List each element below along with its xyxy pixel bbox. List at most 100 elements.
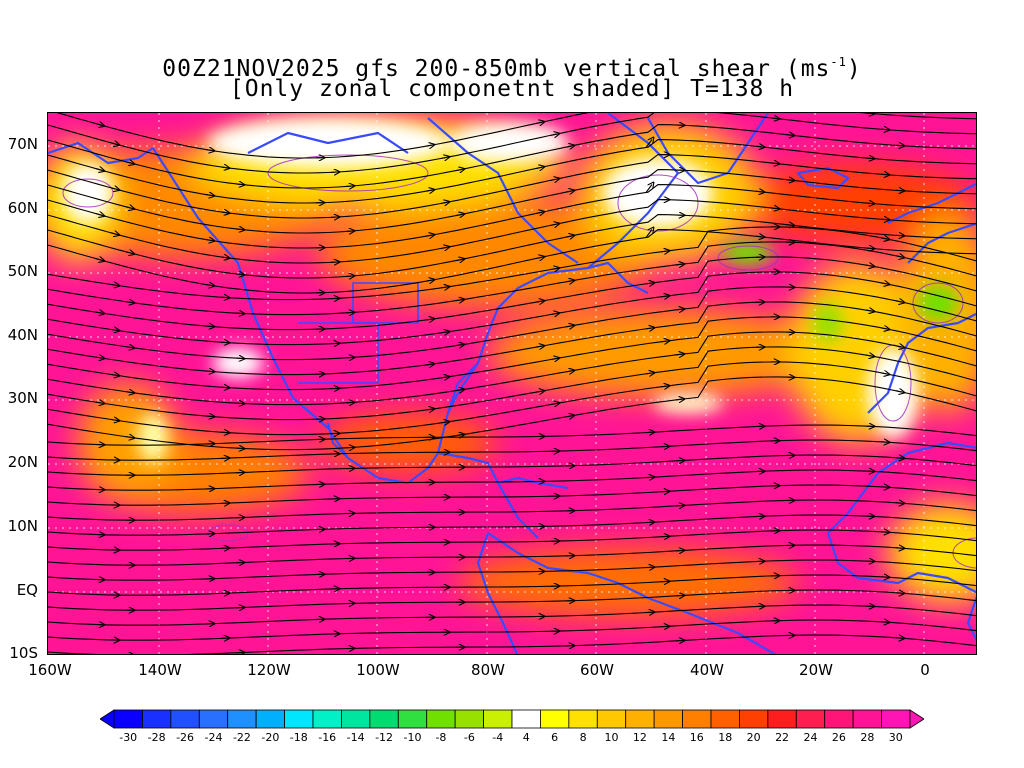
grid-lines bbox=[48, 113, 976, 654]
colorbar-tick-label: -6 bbox=[463, 731, 475, 744]
streamline-arrow bbox=[110, 375, 117, 376]
streamline-arrow bbox=[425, 409, 432, 410]
streamline bbox=[48, 346, 976, 421]
streamline-arrow bbox=[95, 169, 102, 171]
streamline-arrow bbox=[455, 390, 462, 391]
streamline-arrow bbox=[865, 310, 872, 311]
colorbar-swatch bbox=[369, 709, 399, 729]
streamline-arrow bbox=[865, 158, 872, 159]
colorbar-swatch bbox=[483, 709, 513, 729]
streamline bbox=[48, 376, 976, 451]
streamline-arrow bbox=[660, 251, 667, 252]
colorbar-swatch bbox=[653, 709, 683, 729]
streamline-arrow bbox=[755, 146, 762, 147]
colorbar-swatch bbox=[596, 709, 627, 729]
colorbar-swatch bbox=[824, 709, 854, 729]
streamline-arrow bbox=[440, 422, 447, 423]
streamline bbox=[48, 469, 976, 491]
streamline-arrow bbox=[645, 230, 652, 238]
streamline-arrow bbox=[755, 191, 762, 192]
streamline bbox=[48, 499, 976, 521]
streamline-arrow bbox=[865, 113, 872, 114]
streamline-arrow bbox=[455, 435, 462, 436]
streamline-arrow bbox=[205, 416, 212, 417]
streamline-arrow bbox=[865, 355, 872, 356]
streamline-arrow bbox=[440, 377, 447, 378]
lat-label-50n: 50N bbox=[7, 262, 38, 280]
streamline-arrow bbox=[235, 229, 242, 230]
streamline-arrow bbox=[205, 150, 212, 151]
streamline-arrow bbox=[675, 354, 682, 355]
streamline-arrow bbox=[110, 143, 117, 145]
streamline-arrow bbox=[95, 259, 102, 261]
streamline bbox=[48, 529, 976, 551]
streamlines bbox=[48, 113, 976, 654]
streamline-arrow bbox=[425, 319, 432, 320]
streamline-arrow bbox=[535, 257, 542, 258]
streamline-arrow bbox=[95, 312, 102, 313]
streamline-arrow bbox=[535, 346, 542, 347]
streamline-arrow bbox=[110, 233, 117, 235]
lon-label-140w: 140W bbox=[138, 661, 182, 679]
colorbar-swatch bbox=[284, 709, 314, 729]
colorbar-swatch bbox=[170, 709, 200, 729]
colorbar-swatch bbox=[710, 709, 740, 729]
streamline-arrow bbox=[645, 283, 652, 284]
streamline-arrow bbox=[110, 330, 117, 331]
colorbar-swatch bbox=[540, 709, 570, 729]
colorbar-swatch bbox=[397, 709, 428, 729]
lat-label-10n: 10N bbox=[7, 517, 38, 535]
lat-label-60n: 60N bbox=[7, 199, 38, 217]
streamline bbox=[48, 113, 976, 174]
streamline bbox=[48, 514, 976, 536]
streamline-arrow bbox=[535, 391, 542, 392]
streamline bbox=[48, 139, 976, 204]
streamline-arrow bbox=[125, 302, 132, 303]
streamline-arrow bbox=[535, 212, 542, 213]
colorbar-swatch bbox=[312, 709, 342, 729]
streamline-arrow bbox=[550, 403, 557, 404]
streamline-arrow bbox=[660, 386, 667, 387]
streamline-arrow bbox=[535, 301, 542, 302]
colorbar-tick-label: -30 bbox=[119, 731, 138, 744]
streamline bbox=[48, 184, 976, 249]
streamline-arrow bbox=[95, 402, 102, 403]
colorbar-tick-label: 30 bbox=[888, 731, 903, 744]
streamline bbox=[48, 484, 976, 506]
streamline bbox=[48, 604, 976, 626]
lat-label-20n: 20N bbox=[7, 453, 38, 471]
colorbar-tick-label: 26 bbox=[831, 731, 846, 744]
colorbar-swatch bbox=[198, 709, 229, 729]
streamline-arrow bbox=[675, 399, 682, 400]
colorbar-swatch bbox=[568, 709, 598, 729]
lat-label-eq: EQ bbox=[16, 581, 38, 599]
streamline-arrow bbox=[785, 180, 792, 181]
lon-label-160w: 160W bbox=[28, 661, 72, 679]
streamline-arrow bbox=[770, 118, 777, 119]
lat-label-30n: 30N bbox=[7, 389, 38, 407]
colorbar-tick-label: -18 bbox=[289, 731, 308, 744]
streamline-arrow bbox=[110, 285, 117, 286]
colorbar-tick-label: -20 bbox=[261, 731, 280, 744]
streamline-arrow bbox=[865, 248, 872, 249]
streamline-arrow bbox=[660, 341, 667, 342]
colorbar-tick-label: -28 bbox=[147, 731, 166, 744]
streamline bbox=[48, 589, 976, 611]
lon-label-60w: 60W bbox=[580, 661, 614, 679]
streamline bbox=[48, 559, 976, 581]
colorbar-swatch bbox=[767, 709, 797, 729]
colorbar-tick-label: 10 bbox=[604, 731, 619, 744]
colorbar-tick-label: -8 bbox=[435, 731, 447, 744]
streamline bbox=[48, 361, 976, 436]
streamline-arrow bbox=[235, 184, 242, 185]
colorbar-tick-label: -22 bbox=[232, 731, 251, 744]
streamline-arrow bbox=[880, 238, 887, 239]
streamline bbox=[48, 424, 976, 446]
streamline-arrow bbox=[425, 280, 432, 281]
lon-label-20w: 20W bbox=[799, 661, 833, 679]
colorbar-tick-label: 12 bbox=[632, 731, 647, 744]
colorbar-tick-label: -12 bbox=[375, 731, 394, 744]
colorbar-swatch bbox=[142, 709, 172, 729]
streamline-arrow bbox=[125, 162, 132, 164]
streamline-arrow bbox=[895, 301, 902, 302]
